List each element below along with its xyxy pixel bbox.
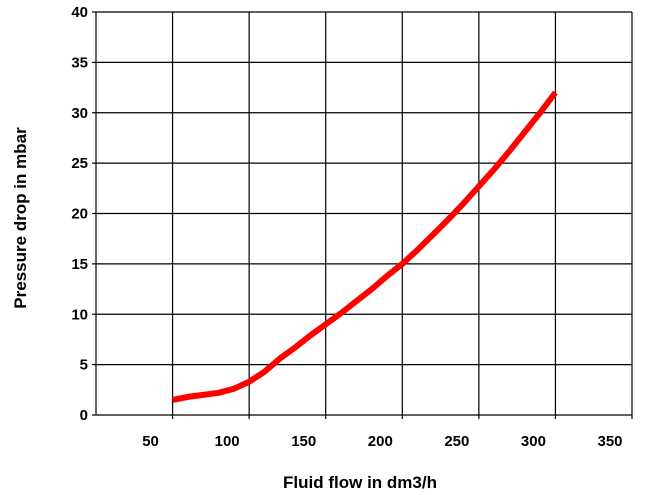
y-tick-label-35: 35 xyxy=(71,54,88,71)
x-tick-label-300: 300 xyxy=(521,433,546,450)
x-tick-label-250: 250 xyxy=(444,433,469,450)
y-tick-label-10: 10 xyxy=(71,306,88,323)
y-tick-labels: 0 5 10 15 20 25 30 35 40 xyxy=(71,4,88,424)
y-tick-label-40: 40 xyxy=(71,4,88,21)
x-tick-label-150: 150 xyxy=(291,433,316,450)
y-tick-label-15: 15 xyxy=(71,256,88,273)
axis-ticks xyxy=(92,11,633,419)
x-axis-title: Fluid flow in dm3/h xyxy=(283,473,437,492)
y-axis-title: Pressure drop in mbar xyxy=(11,127,30,309)
x-tick-label-200: 200 xyxy=(368,433,393,450)
x-tick-labels: 50 100 150 200 250 300 350 xyxy=(142,433,622,450)
x-tick-label-100: 100 xyxy=(215,433,240,450)
series-line-0 xyxy=(172,90,558,403)
y-tick-label-0: 0 xyxy=(80,407,88,424)
y-tick-label-20: 20 xyxy=(71,206,88,223)
series-group xyxy=(172,90,558,403)
x-tick-label-50: 50 xyxy=(142,433,159,450)
x-tick-label-350: 350 xyxy=(597,433,622,450)
y-tick-label-30: 30 xyxy=(71,105,88,122)
y-tick-label-25: 25 xyxy=(71,155,88,172)
y-tick-label-5: 5 xyxy=(80,357,88,374)
